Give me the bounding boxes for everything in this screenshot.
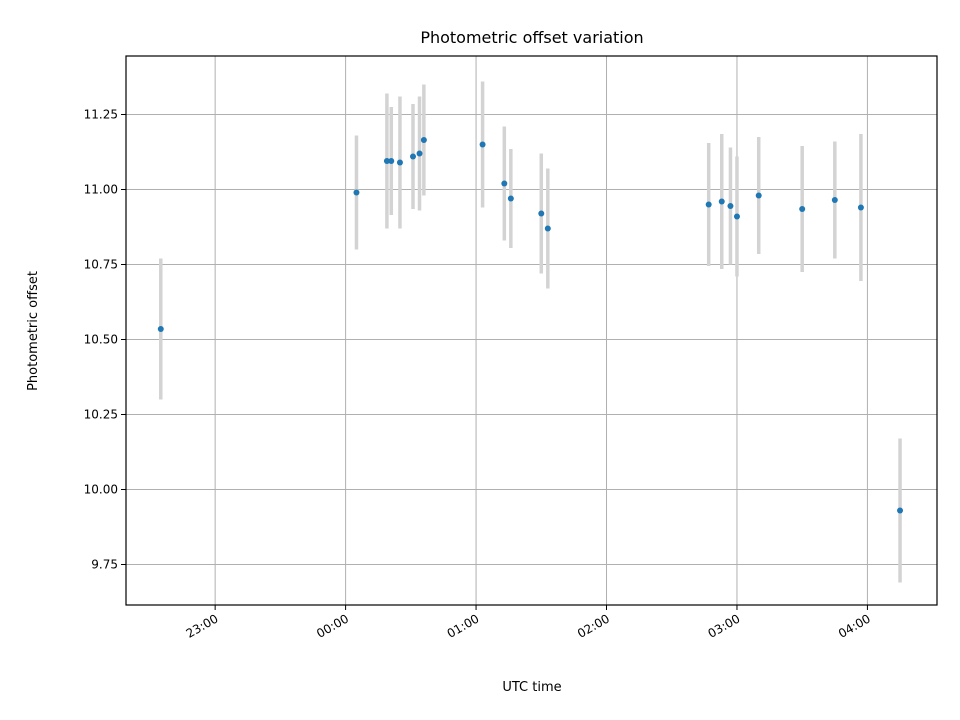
y-tick-label: 10.25 xyxy=(84,408,118,422)
y-tick-label: 11.00 xyxy=(84,183,118,197)
data-point xyxy=(420,137,427,143)
chart-title: Photometric offset variation xyxy=(420,28,643,47)
data-point xyxy=(831,197,838,203)
data-point xyxy=(538,210,545,217)
data-point xyxy=(733,213,740,220)
data-point xyxy=(507,195,514,202)
data-point xyxy=(544,225,551,232)
y-tick-label: 10.00 xyxy=(84,483,118,497)
y-axis-ticks: 9.75 10.00 10.25 10.50 10.75 11.00 11.25 xyxy=(84,108,126,572)
data-point xyxy=(410,153,417,160)
data-point xyxy=(396,159,403,166)
data-point xyxy=(897,507,904,514)
y-tick-label: 10.50 xyxy=(84,333,118,347)
data-point xyxy=(157,326,164,332)
data-point xyxy=(416,150,423,157)
data-point xyxy=(353,189,360,196)
data-point xyxy=(857,204,864,211)
data-point xyxy=(799,206,806,212)
data-point xyxy=(383,158,390,164)
error-bars xyxy=(159,81,902,583)
x-tick-label: 02:00 xyxy=(575,611,612,640)
data-point xyxy=(755,192,762,199)
x-tick-label: 01:00 xyxy=(445,611,482,640)
y-axis-label: Photometric offset xyxy=(26,271,41,391)
data-point xyxy=(501,180,508,187)
y-tick-label: 10.75 xyxy=(84,258,118,272)
gridlines xyxy=(126,56,937,605)
y-tick-label: 9.75 xyxy=(91,558,118,572)
data-point xyxy=(388,158,395,164)
y-tick-label: 11.25 xyxy=(84,108,118,122)
x-tick-label: 00:00 xyxy=(314,611,351,640)
data-point xyxy=(705,201,712,208)
x-axis-ticks: 23:00 00:00 01:00 02:00 03:00 04:00 xyxy=(184,605,873,641)
data-points xyxy=(157,137,904,514)
data-point xyxy=(718,198,725,205)
x-axis-label: UTC time xyxy=(502,680,561,695)
data-point xyxy=(479,141,486,148)
plot-area-frame xyxy=(125,55,938,606)
x-tick-label: 04:00 xyxy=(836,611,873,640)
data-point xyxy=(727,203,734,209)
x-tick-label: 03:00 xyxy=(706,611,743,640)
x-tick-label: 23:00 xyxy=(184,611,221,640)
